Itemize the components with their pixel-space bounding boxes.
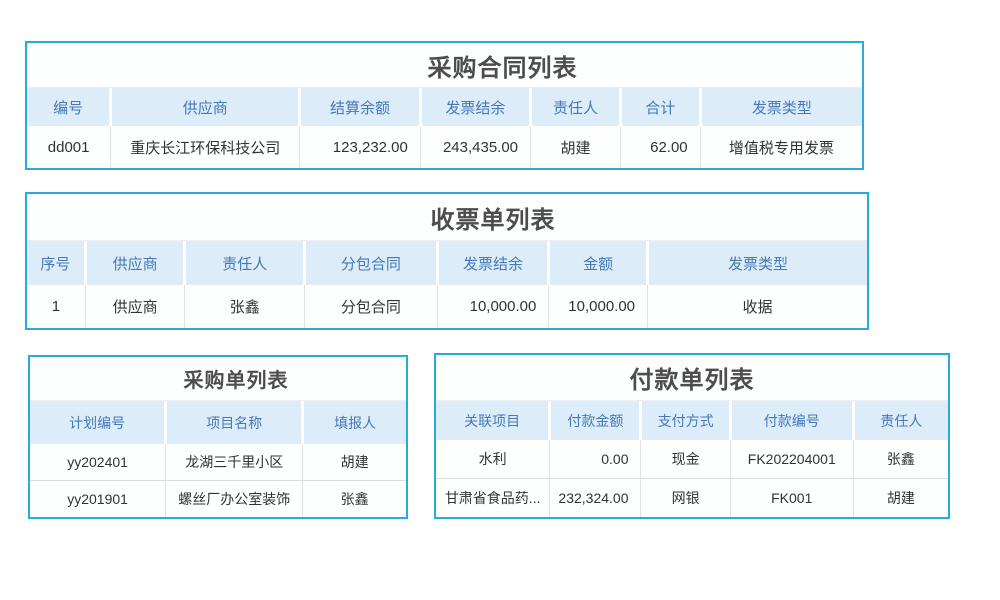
table-title: 收票单列表: [27, 194, 867, 241]
table-cell: 胡建: [302, 444, 406, 481]
table-title-text: 收票单列表: [430, 206, 556, 234]
column-header: 结算余额: [298, 88, 421, 126]
column-header: 金额: [547, 241, 648, 285]
column-header: 发票类型: [698, 88, 862, 126]
table-row[interactable]: 甘肃省食品药... 232,324.00 网银 FK001 胡建: [436, 478, 948, 517]
table-row[interactable]: yy202401 龙湖三千里小区 胡建: [30, 444, 406, 481]
table-header-row: 关联项目 付款金额 支付方式 付款编号 责任人: [436, 401, 948, 440]
table-cell: 现金: [640, 440, 731, 479]
table-cell: 10,000.00: [548, 285, 648, 328]
table-header-row: 编号 供应商 结算余额 发票结余 责任人 合计 发票类型: [27, 88, 862, 126]
table-cell: 螺丝厂办公室装饰: [165, 480, 303, 517]
column-header: 支付方式: [639, 401, 731, 440]
table-cell: 123,232.00: [299, 126, 421, 168]
table-row[interactable]: 水利 0.00 现金 FK202204001 张鑫: [436, 440, 948, 479]
purchase-order-list-table: 采购单列表 计划编号 项目名称 填报人 yy202401 龙湖三千里小区 胡建 yy201…: [28, 355, 408, 519]
table-cell: 张鑫: [302, 480, 406, 517]
table-title: 付款单列表: [436, 355, 948, 401]
column-header: 发票类型: [646, 241, 867, 285]
table-title: 采购合同列表: [27, 43, 862, 88]
table-title-text: 付款单列表: [629, 367, 755, 394]
column-header: 关联项目: [436, 401, 550, 440]
column-header: 填报人: [301, 401, 406, 444]
table-cell: 1: [51, 298, 61, 315]
table-cell: FK202204001: [729, 440, 854, 479]
column-header: 供应商: [109, 88, 300, 126]
table-cell: 水利: [478, 451, 507, 467]
purchase-contract-list-table: 采购合同列表 编号 供应商 结算余额 发票结余 责任人 合计 发票类型 dd001 重庆长江环…: [25, 41, 864, 170]
table-header-row: 序号 供应商 责任人 分包合同 发票结余 金额 发票类型: [27, 241, 867, 285]
column-header: 合计: [619, 88, 701, 126]
column-header: 责任人: [183, 241, 305, 285]
column-header: 付款编号: [728, 401, 854, 440]
table-cell: 龙湖三千里小区: [165, 444, 303, 481]
table-cell: dd001: [47, 138, 90, 156]
table-cell: 增值税专用发票: [699, 126, 862, 168]
table-title-text: 采购单列表: [183, 370, 289, 392]
table-row[interactable]: yy201901 螺丝厂办公室装饰 张鑫: [30, 480, 406, 517]
table-cell: yy202401: [67, 454, 128, 470]
table-cell: 张鑫: [852, 440, 948, 479]
receipt-list-table: 收票单列表 序号 供应商 责任人 分包合同 发票结余 金额 发票类型 1 供应商 张鑫 分包合同 1…: [25, 192, 869, 330]
column-header: 项目名称: [164, 401, 303, 444]
table-title-text: 采购合同列表: [427, 54, 578, 82]
payment-list-table: 付款单列表 关联项目 付款金额 支付方式 付款编号 责任人 水利 0.00 现金 FK2022…: [434, 353, 950, 519]
column-header: 付款金额: [548, 401, 641, 440]
table-cell: 胡建: [852, 478, 948, 517]
table-cell: 甘肃省食品药...: [436, 478, 550, 517]
table-cell: 胡建: [530, 126, 621, 168]
column-header: 分包合同: [303, 241, 438, 285]
table-cell: FK001: [729, 478, 854, 517]
table-cell: 重庆长江环保科技公司: [110, 126, 300, 168]
table-header-row: 计划编号 项目名称 填报人: [30, 401, 406, 444]
table-cell: 0.00: [549, 440, 641, 479]
table-cell: 10,000.00: [436, 285, 549, 328]
column-header: 发票结余: [418, 88, 531, 126]
column-header: 供应商: [83, 241, 185, 285]
table-cell: 张鑫: [184, 285, 305, 328]
table-row[interactable]: dd001 重庆长江环保科技公司 123,232.00 243,435.00 胡建 62.…: [27, 126, 862, 168]
column-header: 责任人: [529, 88, 621, 126]
column-header: 编号: [27, 88, 111, 126]
table-cell: 243,435.00: [419, 126, 531, 168]
table-row[interactable]: 1 供应商 张鑫 分包合同 10,000.00 10,000.00 收据: [27, 285, 867, 328]
table-title: 采购单列表: [30, 357, 406, 401]
table-cell: 网银: [640, 478, 731, 517]
table-cell: yy201901: [30, 480, 166, 517]
column-header: 发票结余: [435, 241, 549, 285]
table-cell: 62.00: [620, 126, 701, 168]
table-cell: 收据: [647, 285, 867, 328]
table-cell: 232,324.00: [549, 478, 641, 517]
table-cell: 分包合同: [304, 285, 438, 328]
column-header: 序号: [27, 241, 86, 285]
column-header: 计划编号: [30, 401, 166, 444]
column-header: 责任人: [851, 401, 948, 440]
table-cell: 供应商: [84, 285, 185, 328]
